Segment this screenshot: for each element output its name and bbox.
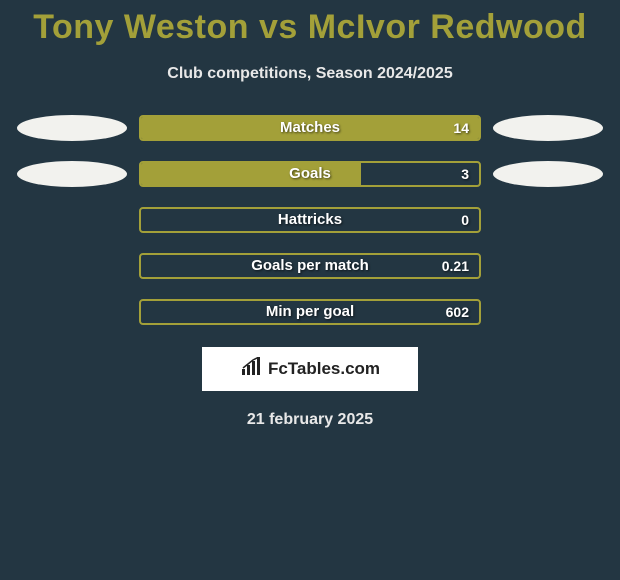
subtitle: Club competitions, Season 2024/2025	[0, 65, 620, 83]
stat-value: 0.21	[442, 255, 469, 277]
chart-icon	[240, 357, 264, 382]
stat-value: 14	[453, 117, 469, 139]
stat-row: Goals per match0.21	[0, 253, 620, 279]
stat-label: Goals	[141, 163, 479, 185]
stat-row: Goals3	[0, 161, 620, 187]
stat-row: Matches14	[0, 115, 620, 141]
date-label: 21 february 2025	[0, 411, 620, 429]
brand-text: FcTables.com	[268, 359, 380, 379]
stat-row: Min per goal602	[0, 299, 620, 325]
stat-bar: Min per goal602	[139, 299, 481, 325]
stat-label: Min per goal	[141, 301, 479, 323]
right-ellipse	[493, 299, 603, 325]
left-ellipse	[17, 299, 127, 325]
stat-label: Hattricks	[141, 209, 479, 231]
page-title: Tony Weston vs McIvor Redwood	[0, 8, 620, 47]
left-ellipse	[17, 161, 127, 187]
stat-label: Matches	[141, 117, 479, 139]
stat-label: Goals per match	[141, 255, 479, 277]
right-ellipse	[493, 115, 603, 141]
right-ellipse	[493, 253, 603, 279]
right-ellipse	[493, 207, 603, 233]
brand-box[interactable]: FcTables.com	[202, 347, 418, 391]
comparison-widget: Tony Weston vs McIvor Redwood Club compe…	[0, 0, 620, 429]
stat-row: Hattricks0	[0, 207, 620, 233]
stat-bar: Goals3	[139, 161, 481, 187]
stat-bar: Matches14	[139, 115, 481, 141]
stat-bar: Hattricks0	[139, 207, 481, 233]
left-ellipse	[17, 115, 127, 141]
stat-value: 0	[461, 209, 469, 231]
left-ellipse	[17, 253, 127, 279]
stat-value: 602	[446, 301, 469, 323]
left-ellipse	[17, 207, 127, 233]
right-ellipse	[493, 161, 603, 187]
stats-container: Matches14 Goals3 Hattricks0 Goals per match…	[0, 115, 620, 325]
stat-value: 3	[461, 163, 469, 185]
stat-bar: Goals per match0.21	[139, 253, 481, 279]
